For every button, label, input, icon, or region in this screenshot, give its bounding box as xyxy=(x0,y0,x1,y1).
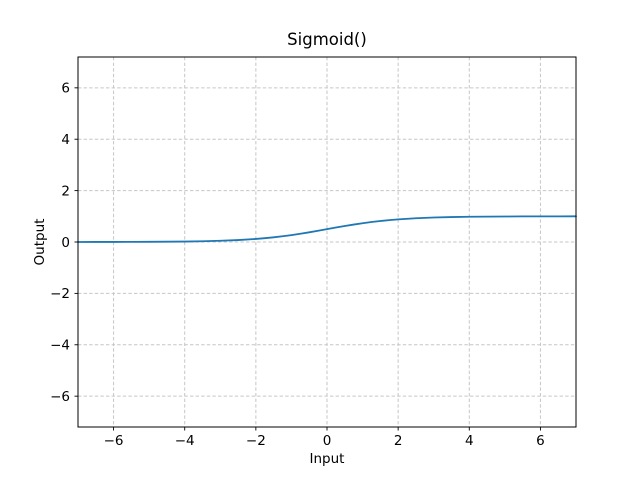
x-tick-label: −6 xyxy=(104,433,124,449)
chart-title: Sigmoid() xyxy=(287,30,367,49)
x-tick-label: 6 xyxy=(536,433,545,449)
x-axis-label: Input xyxy=(309,451,345,467)
y-axis-label: Output xyxy=(32,218,48,266)
grid-lines xyxy=(78,57,576,427)
x-tick-label: 4 xyxy=(465,433,474,449)
y-tick-label: −6 xyxy=(50,389,70,405)
y-tick-label: −2 xyxy=(50,286,70,302)
tick-labels: −6 −4 −2 0 2 4 6 −6 −4 −2 0 2 4 6 xyxy=(50,81,545,449)
y-tick-label: 2 xyxy=(61,183,70,199)
x-tick-label: −2 xyxy=(246,433,266,449)
tick-marks xyxy=(74,87,541,431)
x-tick-label: 2 xyxy=(394,433,403,449)
y-tick-label: −4 xyxy=(50,338,70,354)
x-tick-label: 0 xyxy=(323,433,332,449)
y-tick-label: 0 xyxy=(61,235,70,251)
sigmoid-curve xyxy=(77,215,577,243)
y-tick-label: 4 xyxy=(61,132,70,148)
x-tick-label: −4 xyxy=(175,433,195,449)
y-tick-label: 6 xyxy=(61,81,70,97)
